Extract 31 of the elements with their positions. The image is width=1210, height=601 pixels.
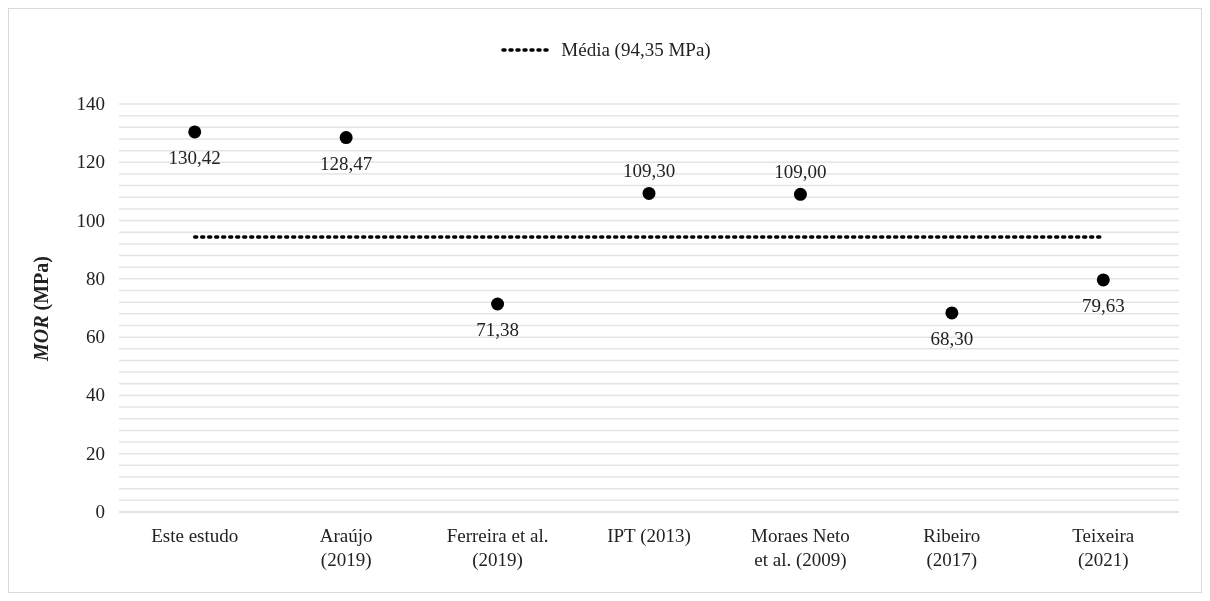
data-label: 109,00 [774,161,827,183]
y-tick-label: 60 [86,326,105,348]
y-tick-label: 20 [86,442,105,464]
point [188,125,202,139]
legend-label: Média (94,35 MPa) [561,39,711,61]
y-tick-label: 80 [86,267,105,289]
x-tick-label: Moraes Neto et al. (2009) [751,525,850,571]
x-tick-label: IPT (2013) [607,525,691,547]
data-label: 79,63 [1081,294,1125,316]
data-label: 128,47 [320,152,373,174]
data-label: 68,30 [930,327,974,349]
point [945,306,959,320]
y-tick-label: 140 [76,93,105,114]
point [642,186,656,200]
y-tick-label: 100 [76,209,105,231]
y-tick-label: 40 [86,384,105,406]
data-label: 130,42 [168,146,221,168]
data-label: 71,38 [476,318,519,340]
point [793,187,807,201]
data-label: 109,30 [622,160,676,182]
x-tick-label: Este estudo [151,525,239,546]
y-tick-label: 0 [95,501,105,522]
x-tick-label: Ferreira et al. (2019) [446,525,549,571]
y-tick-label: 120 [76,151,105,173]
x-tick-label: Araújo (2019) [319,525,373,571]
point [491,297,505,311]
x-tick-label: Teixeira (2021) [1072,525,1135,571]
x-tick-label: Ribeiro (2017) [923,525,981,571]
point [339,131,353,145]
point [1096,273,1110,287]
y-axis-title: MOR (MPa) [29,255,53,361]
